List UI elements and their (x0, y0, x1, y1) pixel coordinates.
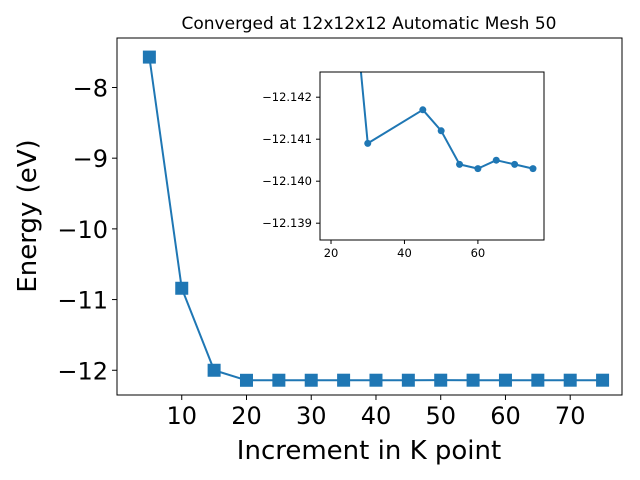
data-point (434, 373, 448, 387)
x-tick-label: 40 (397, 246, 412, 260)
data-point (596, 373, 610, 387)
y-tick-label: −12 (57, 357, 108, 385)
data-point (364, 139, 372, 147)
data-point (401, 373, 415, 387)
y-tick-label: −12.139 (262, 216, 312, 230)
main-axes: 10 20 30 40 50 60 70 −12 −11 −10 −9 −8 Increment i… (13, 37, 623, 466)
data-point (563, 373, 577, 387)
data-point (419, 106, 427, 114)
x-tick-label: 40 (361, 402, 392, 430)
x-tick-label: 30 (296, 402, 327, 430)
y-tick-label: −11 (57, 287, 108, 315)
chart-title: Converged at 12x12x12 Automatic Mesh 50 (182, 14, 557, 34)
x-tick-label: 50 (425, 402, 456, 430)
y-tick-label: −10 (57, 216, 108, 244)
data-point (304, 373, 318, 387)
x-axis-label: Increment in K point (237, 436, 501, 466)
main-y-ticks: −12 −11 −10 −9 −8 (57, 74, 117, 385)
inset-x-ticks: 20 40 60 (324, 240, 486, 260)
data-point (456, 160, 464, 168)
x-tick-label: 60 (490, 402, 521, 430)
data-point (369, 373, 383, 387)
data-point (466, 373, 480, 387)
inset-plot-series (359, 72, 537, 173)
y-axis-label: Energy (eV) (13, 139, 43, 292)
y-tick-label: −8 (73, 74, 108, 102)
data-point (474, 165, 482, 173)
data-point (498, 373, 512, 387)
inset-y-ticks: −12.142 −12.141 −12.140 −12.139 (262, 90, 320, 230)
data-point (272, 373, 286, 387)
inset-background (320, 72, 544, 240)
data-point (337, 373, 351, 387)
main-plot-frame (116, 37, 623, 396)
data-point (142, 50, 156, 64)
data-point (239, 373, 253, 387)
x-tick-label: 20 (231, 402, 262, 430)
y-tick-label: −9 (73, 145, 108, 173)
y-tick-label: −12.142 (262, 90, 312, 104)
inset-plot-frame (319, 71, 545, 241)
y-tick-label: −12.141 (262, 132, 312, 146)
inset-axes: 20 40 60 −12.142 −12.141 −12.140 −12.139 (262, 71, 545, 260)
data-point (511, 160, 519, 168)
data-point (175, 281, 189, 295)
main-plot-series (142, 50, 610, 387)
data-point (207, 363, 221, 377)
data-point (492, 156, 500, 164)
y-tick-label: −12.140 (262, 174, 312, 188)
data-point (529, 165, 537, 173)
data-point (437, 127, 445, 135)
x-tick-label: 20 (324, 246, 339, 260)
x-tick-label: 10 (166, 402, 197, 430)
x-tick-label: 60 (471, 246, 486, 260)
data-point (531, 373, 545, 387)
main-x-ticks: 10 20 30 40 50 60 70 (166, 395, 585, 430)
x-tick-label: 70 (555, 402, 586, 430)
